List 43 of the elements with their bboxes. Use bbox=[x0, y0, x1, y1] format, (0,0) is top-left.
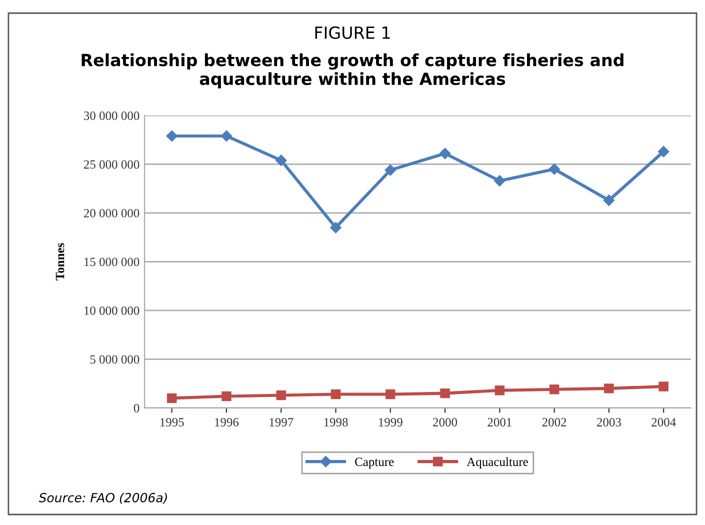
y-tick-label: 30 000 000 bbox=[84, 112, 140, 120]
x-tick-label: 1995 bbox=[160, 418, 184, 426]
point bbox=[494, 175, 506, 186]
y-tick-label: 5 000 000 bbox=[90, 355, 140, 364]
x-tick-label: 1999 bbox=[378, 418, 402, 426]
point bbox=[658, 382, 668, 392]
point bbox=[658, 146, 670, 158]
x-tick-label: 2004 bbox=[652, 418, 676, 426]
source-note: Source: FAO (2006a) bbox=[38, 492, 167, 504]
chart-subtitle: FIGURE 1 bbox=[315, 26, 390, 39]
point bbox=[548, 164, 560, 175]
y-tick-label: 10 000 000 bbox=[84, 306, 140, 315]
y-tick-label: 15 000 000 bbox=[84, 258, 140, 266]
x-tick-label: 1997 bbox=[270, 418, 294, 426]
legend-label: Capture bbox=[355, 458, 394, 469]
point bbox=[330, 389, 341, 400]
x-tick-label: 1998 bbox=[324, 418, 348, 426]
legend-label: Aquaculture bbox=[466, 457, 528, 469]
x-tick-label: 1996 bbox=[215, 418, 239, 426]
point bbox=[276, 390, 286, 400]
y-tick-label: 20 000 000 bbox=[84, 209, 140, 218]
y-axis-title: Tonnes bbox=[56, 243, 64, 280]
point bbox=[276, 154, 287, 166]
point bbox=[549, 384, 560, 394]
chart-title: Relationship between the growth of capture fisheries and aquaculture within the Americas bbox=[82, 53, 624, 88]
point bbox=[166, 393, 177, 404]
point bbox=[330, 222, 342, 234]
point bbox=[494, 386, 505, 396]
point bbox=[166, 130, 178, 142]
x-tick-label: 2000 bbox=[433, 418, 458, 426]
point bbox=[386, 389, 396, 400]
x-tick-label: 2001 bbox=[488, 418, 512, 426]
y-tick-label: 0 bbox=[134, 404, 140, 412]
point bbox=[440, 388, 450, 398]
x-tick-label: 2003 bbox=[596, 418, 621, 426]
point bbox=[603, 194, 615, 206]
x-tick-label: 2002 bbox=[542, 418, 566, 426]
y-tick-label: 25 000 000 bbox=[84, 160, 140, 169]
point bbox=[220, 130, 232, 142]
point bbox=[222, 391, 232, 402]
point bbox=[384, 164, 396, 176]
point bbox=[439, 148, 451, 160]
point bbox=[604, 384, 614, 394]
